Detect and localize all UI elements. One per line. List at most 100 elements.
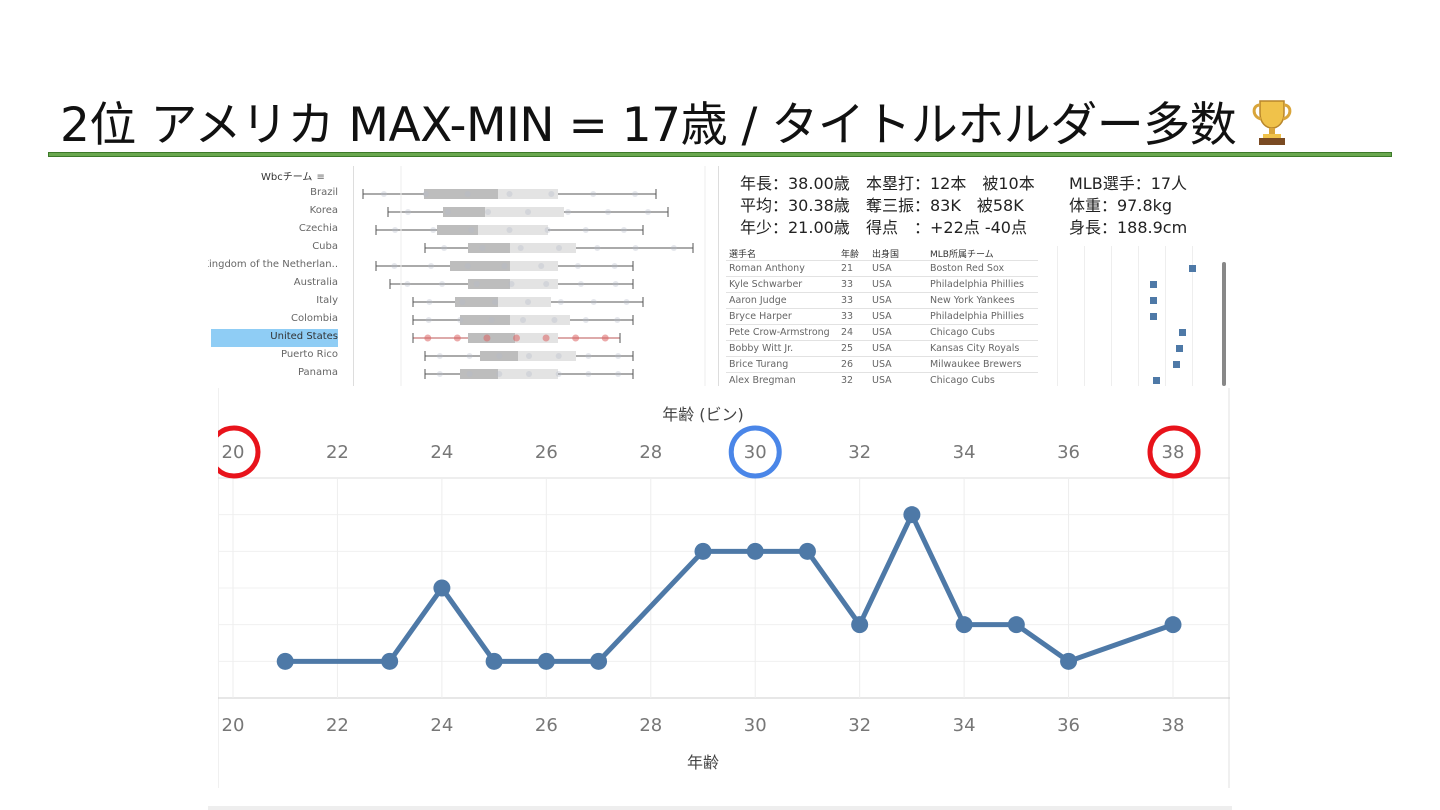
team-label: Kingdom of the Netherlan.. xyxy=(208,259,338,270)
box-lower xyxy=(460,369,498,379)
box-point xyxy=(506,191,513,197)
box-point xyxy=(601,334,609,342)
table-grid-line xyxy=(1165,246,1166,386)
player-age: 26 xyxy=(841,359,854,370)
box-point xyxy=(605,209,611,215)
box-lower xyxy=(443,207,485,217)
box-point xyxy=(428,263,435,269)
bottom-tick-label: 30 xyxy=(744,715,767,736)
box-lower xyxy=(460,315,510,325)
boxplot-row[interactable]: Puerto Rico xyxy=(208,347,718,365)
box-point xyxy=(612,281,619,287)
box-upper xyxy=(510,243,576,253)
table-grid-line xyxy=(1057,246,1058,386)
player-team: Milwaukee Brewers xyxy=(930,359,1022,370)
box-point xyxy=(430,227,437,233)
box-point xyxy=(426,299,433,305)
age-line-chart: 年齢 (ビン) 年齢 20 20 22 22 24 24 26 26 28 28 30 30 32 32 34 3… xyxy=(218,388,1230,788)
box-point xyxy=(555,371,562,377)
box-point xyxy=(392,227,399,233)
player-country: USA xyxy=(872,279,892,290)
chart-title: 年齢 (ビン) xyxy=(662,405,744,424)
player-country: USA xyxy=(872,263,892,274)
boxplot-row[interactable]: Brazil xyxy=(208,185,718,203)
col-header-age: 年齢 xyxy=(841,250,860,260)
boxplot-row[interactable]: Panama xyxy=(208,365,718,383)
boxplot-row[interactable]: Italy xyxy=(208,293,718,311)
data-point xyxy=(537,652,555,670)
boxplot-row[interactable]: Czechia xyxy=(208,221,718,239)
table-row[interactable]: Kyle Schwarber 33 USA Philadelphia Phillies xyxy=(726,276,1038,293)
top-tick-label: 38 xyxy=(1162,442,1185,463)
top-tick-label: 34 xyxy=(953,442,976,463)
boxplot-row[interactable]: Colombia xyxy=(208,311,718,329)
box-point xyxy=(506,227,513,233)
team-label: Puerto Rico xyxy=(280,349,338,360)
box-point xyxy=(453,334,461,342)
boxplot-9 xyxy=(424,351,634,361)
box-point xyxy=(464,191,471,197)
boxplot-row[interactable]: Korea xyxy=(208,203,718,221)
player-country: USA xyxy=(872,343,892,354)
box-point xyxy=(422,191,429,197)
table-row[interactable]: Brice Turang 26 USA Milwaukee Brewers xyxy=(726,356,1038,373)
box-point xyxy=(513,334,520,342)
player-name: Alex Bregman xyxy=(729,375,796,386)
bottom-tick-label: 24 xyxy=(430,715,453,736)
stat-oldest: 年長：38.00歳 xyxy=(740,174,850,193)
table-row[interactable]: Pete Crow-Armstrong 24 USA Chicago Cubs xyxy=(726,324,1038,341)
box-point xyxy=(645,209,651,215)
data-point xyxy=(276,652,294,670)
box-point xyxy=(424,334,432,342)
table-row[interactable]: Alex Bregman 32 USA Chicago Cubs xyxy=(726,372,1038,386)
age-marker xyxy=(1172,361,1180,368)
player-name: Aaron Judge xyxy=(729,295,787,306)
table-row[interactable]: Roman Anthony 21 USA Boston Red Sox xyxy=(726,260,1038,277)
box-point xyxy=(565,209,571,215)
boxplot-row[interactable]: United States xyxy=(208,329,718,347)
boxplot-row[interactable]: Cuba xyxy=(208,239,718,257)
box-point xyxy=(670,245,677,251)
boxplot-row[interactable]: Kingdom of the Netherlan.. xyxy=(208,257,718,275)
top-tick-label: 26 xyxy=(535,442,558,463)
table-row[interactable]: Aaron Judge 33 USA New York Yankees xyxy=(726,292,1038,309)
player-name: Pete Crow-Armstrong xyxy=(729,327,830,338)
blue-highlight-circle xyxy=(728,425,782,479)
bottom-tick-label: 28 xyxy=(639,715,662,736)
bottom-tick-label: 26 xyxy=(535,715,558,736)
boxplot-header[interactable]: Wbcチーム ≡ xyxy=(261,168,325,183)
box-point xyxy=(517,245,524,251)
box-point xyxy=(380,191,387,197)
selected-row-highlight xyxy=(211,329,338,347)
team-label: Australia xyxy=(293,277,338,288)
bottom-tick-label: 36 xyxy=(1057,715,1080,736)
red-highlight-circle xyxy=(218,425,261,479)
boxplot-7 xyxy=(412,315,634,325)
box-point xyxy=(404,281,411,287)
boxplot-row[interactable]: Australia xyxy=(208,275,718,293)
bottom-tick-label: 38 xyxy=(1162,715,1185,736)
sort-icon[interactable]: ≡ xyxy=(316,172,325,183)
team-label: Brazil xyxy=(310,187,338,198)
box-point xyxy=(577,281,584,287)
table-scrollbar[interactable] xyxy=(1222,262,1226,386)
stat-mlb-players: MLB選手：17人 xyxy=(1069,174,1188,193)
box-point xyxy=(632,191,639,197)
box-point xyxy=(508,281,515,287)
box-point xyxy=(582,317,589,323)
boxplot-10 xyxy=(424,369,634,379)
bottom-tick-label: 20 xyxy=(222,715,245,736)
x-axis-label: 年齢 xyxy=(687,753,719,772)
box-point xyxy=(479,245,486,251)
box-point xyxy=(466,353,473,359)
table-row[interactable]: Bryce Harper 33 USA Philadelphia Phillies xyxy=(726,308,1038,325)
player-age: 33 xyxy=(841,295,854,306)
box-point xyxy=(526,353,532,359)
table-row[interactable]: Bobby Witt Jr. 25 USA Kansas City Royals xyxy=(726,340,1038,357)
box-point xyxy=(459,299,466,305)
player-age: 21 xyxy=(841,263,854,274)
boxplot-0 xyxy=(362,189,657,199)
box-point xyxy=(464,263,471,269)
box-point xyxy=(574,263,581,269)
stat-youngest: 年少：21.00歳 xyxy=(740,218,850,237)
